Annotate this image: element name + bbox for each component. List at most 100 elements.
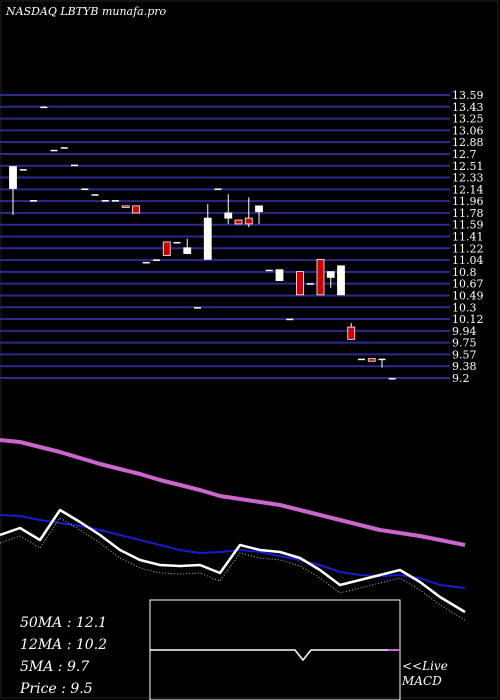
candle: [142, 261, 150, 264]
candle-body: [81, 188, 89, 190]
candle-body: [19, 169, 27, 171]
candle-body: [71, 164, 78, 167]
candle-body: [153, 259, 160, 261]
candle: [347, 323, 356, 340]
y-tick-label: 9.75: [452, 337, 477, 350]
y-tick-label: 9.57: [452, 348, 477, 361]
candle-body: [30, 200, 37, 202]
candle: [358, 358, 365, 361]
candle-body: [296, 271, 304, 296]
candle: [40, 106, 48, 109]
y-tick-label: 13.25: [452, 113, 484, 126]
candle: [162, 241, 171, 256]
candle: [81, 188, 89, 190]
legend-ma5: 5MA : 9.7: [20, 659, 89, 675]
y-tick-label: 9.2: [452, 372, 470, 385]
candle: [30, 200, 37, 202]
candle-body: [388, 378, 396, 380]
y-tick-label: 10.67: [452, 278, 484, 291]
candle-body: [183, 247, 192, 254]
candle: [132, 205, 140, 214]
y-tick-label: 13.59: [452, 89, 484, 102]
ma-line-5ma: [0, 508, 466, 614]
y-tick-label: 10.12: [452, 313, 484, 326]
candle: [91, 194, 99, 196]
ma-line-50ma: [0, 438, 466, 547]
candle: [194, 307, 201, 309]
candle: [296, 271, 304, 296]
candle: [388, 378, 396, 380]
y-tick-label: 12.33: [452, 172, 484, 185]
candle: [214, 188, 222, 190]
candle: [286, 318, 294, 321]
watermark: NASDAQ LBTYB munafa.pro: [5, 5, 167, 18]
candle-body: [337, 265, 345, 296]
candle-body: [112, 200, 119, 202]
candle-body: [40, 106, 48, 109]
candle: [60, 147, 68, 149]
candle-body: [162, 241, 171, 256]
candle-body: [224, 212, 233, 219]
candle: [255, 205, 263, 224]
candle: [378, 358, 386, 368]
candle-body: [306, 283, 314, 285]
y-tick-label: 11.78: [452, 207, 484, 220]
candle-body: [244, 217, 253, 225]
candle-body: [347, 326, 356, 340]
candle-body: [203, 217, 212, 260]
candle-body: [234, 219, 243, 225]
candle: [50, 149, 58, 152]
macd-line: [150, 649, 400, 662]
y-tick-label: 11.41: [452, 231, 484, 244]
y-tick-label: 11.96: [452, 195, 484, 208]
y-tick-label: 9.94: [452, 325, 477, 338]
macd-live-label: <<Live: [402, 659, 448, 673]
y-tick-label: 11.59: [452, 219, 484, 232]
candle-body: [132, 205, 140, 214]
candle-body: [101, 200, 109, 202]
macd-line-main: [150, 649, 390, 662]
candle: [203, 203, 212, 260]
y-tick-label: 11.04: [452, 254, 484, 267]
candle: [326, 271, 335, 288]
y-tick-label: 9.38: [452, 360, 477, 373]
ma-line-12ma: [0, 514, 466, 589]
candle: [101, 200, 109, 202]
y-tick-label: 10.3: [452, 301, 477, 314]
candle: [367, 358, 376, 362]
legend-ma50: 50MA : 12.1: [20, 615, 107, 631]
candle-body: [214, 188, 222, 190]
macd-title: MACD: [401, 674, 442, 688]
candle: [112, 200, 119, 202]
candle: [121, 205, 130, 208]
candle: [9, 166, 17, 215]
candle-body: [255, 205, 263, 213]
moving-averages: [0, 438, 466, 621]
y-tick-label: 13.43: [452, 101, 484, 114]
y-tick-label: 11.22: [452, 242, 484, 255]
y-tick-label: 10.49: [452, 289, 484, 302]
candle-body: [378, 358, 386, 361]
candle: [224, 194, 233, 224]
candle-body: [194, 307, 201, 309]
legend-price: Price : 9.5: [19, 681, 93, 697]
candle-body: [60, 147, 68, 149]
price-grid: [0, 94, 450, 379]
candle-body: [286, 318, 294, 321]
legend-ma12: 12MA : 10.2: [20, 637, 107, 653]
candle-body: [121, 205, 130, 208]
candle-body: [275, 269, 284, 282]
candle: [337, 265, 345, 296]
candle-body: [142, 261, 150, 264]
candle: [183, 238, 192, 254]
candle: [234, 219, 243, 225]
candle: [173, 241, 181, 244]
candle-body: [326, 271, 335, 278]
candle-body: [316, 258, 325, 296]
candle-body: [9, 166, 17, 189]
candle-body: [265, 269, 273, 272]
y-tick-label: 10.8: [452, 266, 477, 279]
